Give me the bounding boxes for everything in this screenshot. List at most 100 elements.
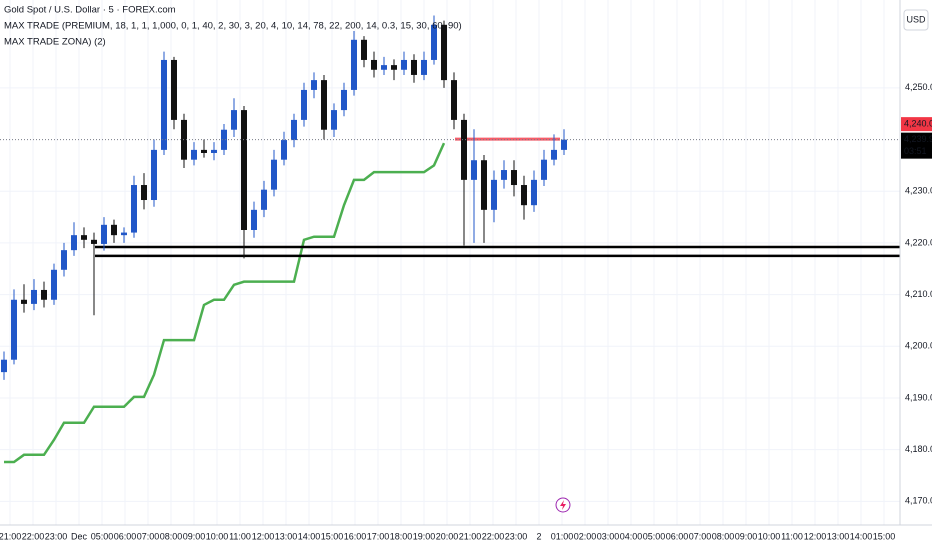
candle-body xyxy=(481,160,487,210)
candle-body xyxy=(231,110,237,130)
x-tick-label: 11:00 xyxy=(781,531,803,541)
candle-body xyxy=(301,89,307,120)
x-tick-label: 12:00 xyxy=(252,531,275,541)
price-tag-label: 4,240.08 xyxy=(904,119,932,129)
price-tag xyxy=(901,117,932,132)
candle-body xyxy=(261,189,267,210)
countdown: 03:51 xyxy=(904,146,927,156)
x-tick-label: 13:00 xyxy=(275,531,298,541)
candle-body xyxy=(61,250,67,270)
x-tick-label: 10:00 xyxy=(206,531,229,541)
candle-body xyxy=(81,235,87,240)
y-tick-label: 4,220.00 xyxy=(905,237,932,247)
event-bolt xyxy=(560,500,566,510)
candle-body xyxy=(451,80,457,120)
candle-body xyxy=(391,65,397,70)
x-tick-label: 21:00 xyxy=(459,531,482,541)
x-tick-label: 06:00 xyxy=(114,531,137,541)
x-tick-label: 14:00 xyxy=(298,531,321,541)
currency-button[interactable] xyxy=(903,9,929,31)
candle-body xyxy=(491,179,497,210)
x-tick-label: 13:00 xyxy=(827,531,850,541)
chart-title: Gold Spot / U.S. Dollar · 5 · FOREX.com xyxy=(4,5,176,16)
x-tick-label: 07:00 xyxy=(689,531,712,541)
x-tick-label: 20:00 xyxy=(436,531,459,541)
candle-body xyxy=(271,159,277,190)
y-tick-label: 4,230.00 xyxy=(905,186,932,196)
candle-body xyxy=(461,119,467,180)
x-tick-label: 03:00 xyxy=(597,531,620,541)
candle-body xyxy=(251,209,257,230)
y-tick-label: 4,250.00 xyxy=(905,82,932,92)
x-tick-label: 02:00 xyxy=(574,531,597,541)
price-tag-label: 4,239.98 xyxy=(904,134,932,144)
candle-body xyxy=(361,39,367,60)
x-tick-label: 14:00 xyxy=(850,531,873,541)
candle-body xyxy=(131,185,137,233)
y-tick-label: 4,210.00 xyxy=(905,289,932,299)
candle-body xyxy=(411,59,417,75)
x-tick-label: 23:00 xyxy=(45,531,68,541)
candle-body xyxy=(501,170,507,180)
y-tick-label: 4,170.00 xyxy=(905,496,932,506)
plot xyxy=(0,15,900,464)
x-tick-label: 05:00 xyxy=(643,531,666,541)
candle-body xyxy=(201,149,207,153)
candle-body xyxy=(281,140,287,160)
x-tick-label: 05:00 xyxy=(91,531,114,541)
price-tag xyxy=(901,132,932,159)
candle-body xyxy=(41,289,47,300)
candle-body xyxy=(141,185,147,201)
x-tick-label: 17:00 xyxy=(367,531,390,541)
x-tick-label: 10:00 xyxy=(758,531,781,541)
candle-body xyxy=(541,159,547,180)
x-tick-label: 19:00 xyxy=(413,531,436,541)
x-tick-label: 08:00 xyxy=(160,531,183,541)
x-tick-label: 15:00 xyxy=(321,531,344,541)
candle-body xyxy=(441,24,447,81)
candle-body xyxy=(511,170,517,186)
candle-body xyxy=(561,139,567,150)
y-tick-label: 4,200.00 xyxy=(905,341,932,351)
candle-body xyxy=(381,65,387,70)
x-tick-label: Dec xyxy=(71,531,88,541)
candle-body xyxy=(291,119,297,141)
indicator-label: MAX TRADE (PREMIUM, 18, 1, 1, 1,000, 0, … xyxy=(4,21,462,32)
x-tick-label: 23:00 xyxy=(505,531,528,541)
x-tick-label: 22:00 xyxy=(482,531,505,541)
candle-body xyxy=(51,269,57,300)
x-tick-label: 12:00 xyxy=(804,531,827,541)
x-tick-label: 08:00 xyxy=(712,531,735,541)
candle-body xyxy=(151,149,157,201)
candle-body xyxy=(161,59,167,150)
candle-body xyxy=(31,289,37,304)
y-tick-label: 4,180.00 xyxy=(905,444,932,454)
x-tick-label: 04:00 xyxy=(620,531,643,541)
candle-body xyxy=(211,149,217,153)
x-tick-label: 15:00 xyxy=(873,531,896,541)
x-tick-label: 09:00 xyxy=(735,531,758,541)
candle-body xyxy=(191,149,197,160)
candle-body xyxy=(11,299,17,360)
currency-label[interactable]: USD xyxy=(906,14,926,24)
x-tick-label: 21:00 xyxy=(0,531,21,541)
candle-body xyxy=(91,239,97,244)
x-tick-label: 18:00 xyxy=(390,531,413,541)
candle-body xyxy=(111,224,117,236)
x-tick-label: 07:00 xyxy=(137,531,160,541)
candle-body xyxy=(21,299,27,304)
x-tick-label: 11:00 xyxy=(229,531,251,541)
candle-body xyxy=(71,235,77,251)
x-tick-label: 2 xyxy=(536,531,541,541)
candle-body xyxy=(431,24,437,60)
candle-body xyxy=(351,39,357,90)
y-tick-label: 4,190.00 xyxy=(905,392,932,402)
candle-body xyxy=(521,185,527,206)
indicator-label: MAX TRADE ZONA) (2) xyxy=(4,37,106,48)
trail-line xyxy=(4,142,446,464)
candle-body xyxy=(331,110,337,130)
candle-body xyxy=(1,359,7,373)
